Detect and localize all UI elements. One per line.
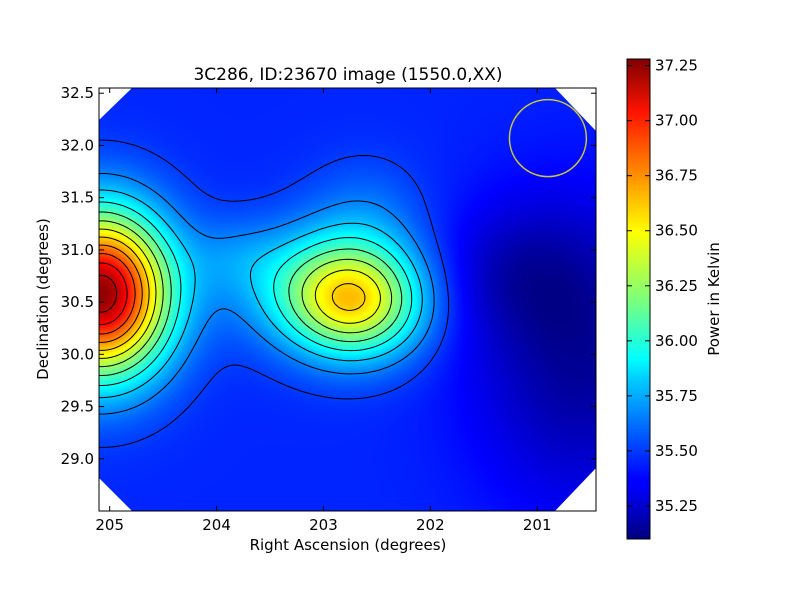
y-tick-label: 30.5 bbox=[61, 293, 94, 311]
colorbar-tick-label: 37.00 bbox=[655, 112, 698, 130]
contour-level-4 bbox=[99, 211, 403, 376]
y-axis: 29.0 29.5 30.0 30.5 31.0 31.5 32.0 32.5 bbox=[61, 84, 596, 468]
contour-level-10 bbox=[99, 262, 128, 325]
colorbar-tick-label: 36.50 bbox=[655, 222, 698, 240]
colorbar-tick-label: 35.75 bbox=[655, 387, 698, 405]
heatmap-image bbox=[99, 88, 596, 511]
y-tick-label: 30.0 bbox=[61, 345, 94, 363]
x-tick-label: 203 bbox=[309, 516, 338, 534]
x-tick-label: 201 bbox=[523, 516, 552, 534]
x-tick-label: 205 bbox=[95, 516, 124, 534]
contour-level-6 bbox=[99, 228, 381, 359]
colorbar-tick-label: 35.25 bbox=[655, 497, 698, 515]
y-axis-label: Declination (degrees) bbox=[34, 218, 52, 380]
contour-level-2 bbox=[99, 189, 423, 399]
colorbar-tick-label: 36.75 bbox=[655, 167, 698, 185]
colorbar-label: Power in Kelvin bbox=[705, 242, 723, 356]
colorbar-tick-label: 35.50 bbox=[655, 442, 698, 460]
colorbar: 35.25 35.50 35.75 36.00 36.25 36.50 36.75 37.00… bbox=[626, 57, 723, 540]
contour-level-3 bbox=[99, 201, 413, 386]
contour-level-8 bbox=[99, 244, 143, 343]
y-tick-label: 32.5 bbox=[61, 84, 94, 102]
colorbar-tick-label: 36.25 bbox=[655, 277, 698, 295]
y-tick-label: 29.5 bbox=[61, 398, 94, 416]
contour-level-11 bbox=[99, 274, 118, 313]
x-axis: 205 204 203 202 201 bbox=[95, 88, 552, 534]
colorbar-gradient bbox=[626, 58, 651, 540]
beam-circle bbox=[508, 98, 588, 178]
contour-level-0 bbox=[99, 139, 450, 448]
y-tick-label: 32.0 bbox=[61, 136, 94, 154]
colorbar-tick-label: 36.00 bbox=[655, 332, 698, 350]
contour-level-9 bbox=[99, 253, 136, 335]
chart-title: 3C286, ID:23670 image (1550.0,XX) bbox=[193, 65, 502, 85]
colorbar-ticks: 35.25 35.50 35.75 36.00 36.25 36.50 36.75 37.00… bbox=[627, 57, 698, 515]
y-tick-label: 31.0 bbox=[61, 241, 94, 259]
contour-level-1 bbox=[99, 173, 435, 415]
contour-level-5 bbox=[99, 220, 393, 368]
contour-level-7 bbox=[99, 236, 366, 351]
colorbar-tick-label: 37.25 bbox=[655, 57, 698, 75]
y-tick-label: 31.5 bbox=[61, 189, 94, 207]
map-panel bbox=[98, 87, 597, 512]
x-tick-label: 202 bbox=[416, 516, 445, 534]
x-tick-label: 204 bbox=[202, 516, 231, 534]
x-axis-label: Right Ascension (degrees) bbox=[250, 536, 447, 554]
plot-frame bbox=[98, 87, 597, 512]
y-tick-label: 29.0 bbox=[61, 450, 94, 468]
contour-lines bbox=[99, 139, 450, 448]
